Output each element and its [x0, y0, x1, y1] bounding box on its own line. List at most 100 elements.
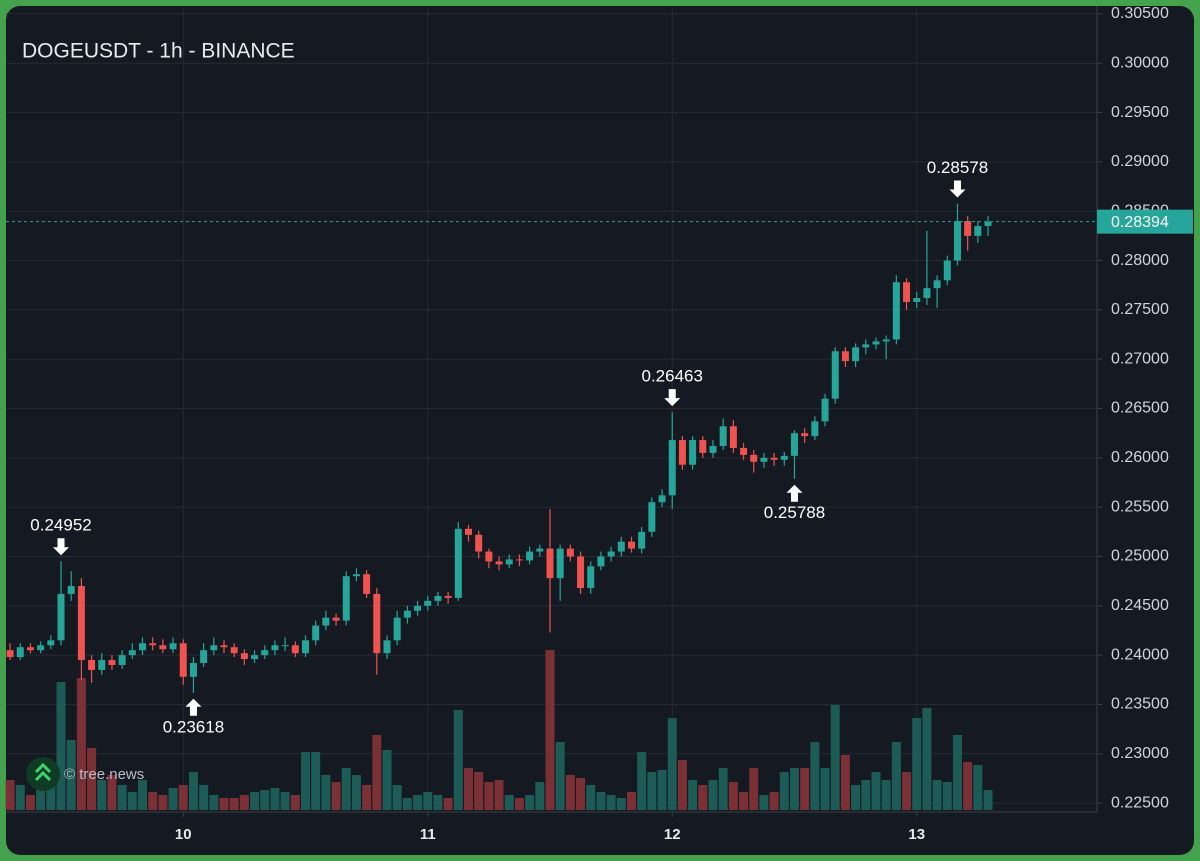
candle-body — [251, 655, 259, 660]
candle-body — [689, 440, 697, 465]
volume-bar — [749, 768, 759, 810]
volume-bar — [891, 742, 901, 810]
y-tick-label: 0.28000 — [1111, 252, 1169, 269]
candle-body — [434, 595, 442, 601]
volume-bar — [830, 705, 840, 810]
candle-body — [118, 655, 126, 665]
volume-bar — [301, 752, 311, 810]
volume-bar — [239, 795, 249, 810]
candle-body — [841, 351, 849, 362]
candle-body — [37, 645, 45, 651]
candle-body — [862, 344, 870, 348]
volume-bar — [453, 710, 463, 810]
candle-body — [658, 495, 666, 503]
volume-bar — [545, 650, 555, 810]
volume-bar — [250, 792, 260, 810]
volume-bar — [107, 775, 117, 810]
candle-body — [699, 440, 707, 453]
volume-bar — [576, 778, 586, 810]
candle-body — [322, 617, 330, 626]
candle-body — [729, 426, 737, 448]
annotation-label: 0.25788 — [764, 503, 825, 522]
candle-body — [403, 610, 411, 618]
candle-body — [88, 660, 96, 670]
volume-bar — [535, 782, 545, 810]
candle-body — [740, 447, 748, 455]
y-tick-label: 0.25500 — [1111, 498, 1169, 515]
volume-bar — [443, 798, 453, 810]
volume-bar — [555, 742, 565, 810]
candle-body — [495, 561, 503, 565]
volume-bar — [260, 790, 270, 810]
candle-body — [546, 548, 554, 579]
candle-body — [648, 502, 656, 532]
volume-bar — [158, 795, 168, 810]
candle-body — [607, 551, 615, 557]
candle-body — [475, 534, 483, 552]
x-tick-label: 12 — [664, 826, 681, 843]
annotation-arrow — [185, 698, 202, 716]
volume-bar — [718, 768, 728, 810]
volume-bar — [596, 792, 606, 810]
annotation-label: 0.26463 — [642, 367, 703, 386]
candle-body — [373, 593, 381, 654]
annotation-arrow — [664, 389, 681, 407]
x-tick-label: 11 — [420, 826, 436, 843]
volume-bar — [586, 785, 596, 810]
last-price-label: 0.28394 — [1111, 214, 1169, 231]
volume-bar — [138, 780, 148, 810]
volume-bar — [321, 775, 331, 810]
volume-bar — [494, 780, 504, 810]
volume-bar — [87, 748, 97, 810]
candle-body — [831, 351, 839, 399]
volume-bar — [15, 785, 25, 810]
candle-body — [363, 574, 371, 594]
candle-body — [149, 643, 157, 646]
candle-body — [464, 528, 472, 535]
volume-bar — [769, 792, 779, 810]
candle-body — [332, 617, 340, 621]
volume-bar — [616, 798, 626, 810]
candle-body — [16, 647, 24, 658]
candle-body — [240, 653, 248, 660]
candle-body — [220, 645, 228, 648]
candle-body — [169, 643, 177, 650]
volume-bar — [76, 678, 86, 810]
volume-bar — [963, 762, 973, 810]
volume-bar — [840, 755, 850, 810]
candle-body — [47, 640, 55, 646]
volume-bar — [413, 795, 423, 810]
candle-body — [291, 645, 299, 654]
candle-body — [556, 548, 564, 579]
candle-body — [913, 298, 921, 302]
volume-bar — [606, 795, 616, 810]
candle-body — [638, 531, 646, 549]
volume-bar — [463, 768, 473, 810]
candle-body — [57, 593, 65, 641]
y-tick-label: 0.22500 — [1111, 794, 1169, 811]
candle-body — [189, 663, 197, 677]
candle-body — [393, 617, 401, 641]
volume-bar — [657, 770, 667, 810]
volume-bar — [97, 780, 107, 810]
volume-bar — [514, 798, 524, 810]
candle-body — [139, 643, 147, 651]
candle-body — [281, 645, 289, 647]
volume-bar — [280, 792, 290, 810]
volume-bar — [199, 785, 209, 810]
candle-body — [515, 559, 523, 561]
candle-body — [424, 600, 432, 606]
volume-bar — [688, 780, 698, 810]
candle-body — [892, 282, 900, 340]
volume-bar — [56, 682, 66, 810]
y-tick-label: 0.25000 — [1111, 548, 1169, 565]
candle-body — [882, 339, 890, 342]
candle-body — [974, 226, 982, 236]
axes: 0.22500 0.23000 0.23500 0.24000 0.24500 0.250… — [175, 5, 1193, 843]
volume-bar — [861, 780, 871, 810]
volume-bar — [728, 782, 738, 810]
last-price-tag — [1097, 209, 1193, 234]
volume-bar — [922, 708, 932, 810]
candle-body — [821, 398, 829, 422]
